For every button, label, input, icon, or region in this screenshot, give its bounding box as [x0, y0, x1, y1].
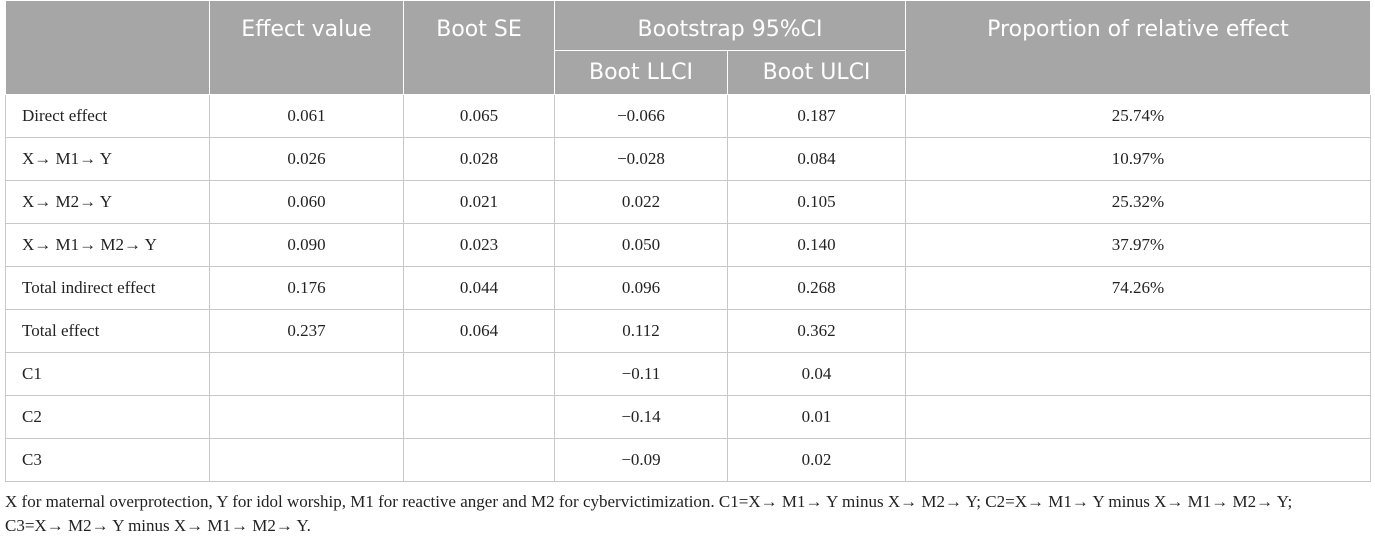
row-label: X→ M1→ M2→ Y: [5, 223, 210, 267]
effect-value-cell: 0.176: [209, 266, 404, 310]
row-label: C2: [5, 395, 210, 439]
header-proportion: Proportion of relative effect: [905, 0, 1371, 95]
row-label: C1: [5, 352, 210, 396]
proportion-cell: 25.32%: [905, 180, 1371, 224]
boot-ulci-cell: 0.187: [727, 94, 906, 138]
header-bootstrap-ci: Bootstrap 95%CI: [554, 0, 906, 51]
table-body: Direct effect 0.061 0.065 −0.066 0.187 2…: [5, 94, 1371, 482]
boot-se-cell: 0.064: [403, 309, 555, 353]
effect-value-cell: 0.090: [209, 223, 404, 267]
table-row: C3 −0.09 0.02: [5, 438, 1371, 482]
row-label: Direct effect: [5, 94, 210, 138]
boot-se-cell: 0.065: [403, 94, 555, 138]
table-row: X→ M1→ Y 0.026 0.028 −0.028 0.084 10.97%: [5, 137, 1371, 181]
row-label: X→ M2→ Y: [5, 180, 210, 224]
boot-llci-cell: −0.066: [554, 94, 728, 138]
boot-ulci-cell: 0.04: [727, 352, 906, 396]
row-label: Total indirect effect: [5, 266, 210, 310]
table-footnote: X for maternal overprotection, Y for ido…: [5, 490, 1370, 538]
boot-llci-cell: −0.14: [554, 395, 728, 439]
effect-value-cell: 0.061: [209, 94, 404, 138]
table-row: X→ M1→ M2→ Y 0.090 0.023 0.050 0.140 37.…: [5, 223, 1371, 267]
effect-value-cell: 0.237: [209, 309, 404, 353]
boot-llci-cell: −0.028: [554, 137, 728, 181]
effect-value-cell: [209, 438, 404, 482]
boot-se-cell: 0.023: [403, 223, 555, 267]
proportion-cell: [905, 438, 1371, 482]
boot-se-cell: 0.044: [403, 266, 555, 310]
boot-se-cell: [403, 395, 555, 439]
boot-llci-cell: 0.096: [554, 266, 728, 310]
boot-ulci-cell: 0.362: [727, 309, 906, 353]
table-row: Total effect 0.237 0.064 0.112 0.362: [5, 309, 1371, 353]
table-row: Total indirect effect 0.176 0.044 0.096 …: [5, 266, 1371, 310]
mediation-effects-table: Effect value Boot SE Bootstrap 95%CI Pro…: [5, 0, 1371, 482]
table-row: C1 −0.11 0.04: [5, 352, 1371, 396]
proportion-cell: 74.26%: [905, 266, 1371, 310]
boot-se-cell: 0.021: [403, 180, 555, 224]
boot-se-cell: [403, 438, 555, 482]
table-row: X→ M2→ Y 0.060 0.021 0.022 0.105 25.32%: [5, 180, 1371, 224]
proportion-cell: [905, 309, 1371, 353]
boot-ulci-cell: 0.02: [727, 438, 906, 482]
boot-llci-cell: −0.11: [554, 352, 728, 396]
boot-llci-cell: 0.112: [554, 309, 728, 353]
boot-ulci-cell: 0.268: [727, 266, 906, 310]
effect-value-cell: 0.060: [209, 180, 404, 224]
boot-llci-cell: 0.022: [554, 180, 728, 224]
header-boot-llci: Boot LLCI: [554, 50, 728, 95]
header-row-label: [5, 0, 210, 95]
boot-ulci-cell: 0.084: [727, 137, 906, 181]
boot-se-cell: 0.028: [403, 137, 555, 181]
header-boot-ulci: Boot ULCI: [727, 50, 906, 95]
proportion-cell: 37.97%: [905, 223, 1371, 267]
results-table-container: Effect value Boot SE Bootstrap 95%CI Pro…: [5, 0, 1371, 538]
header-boot-se: Boot SE: [403, 0, 555, 95]
proportion-cell: [905, 395, 1371, 439]
footnote-line-1: X for maternal overprotection, Y for ido…: [5, 492, 1293, 511]
boot-ulci-cell: 0.105: [727, 180, 906, 224]
row-label: C3: [5, 438, 210, 482]
effect-value-cell: [209, 352, 404, 396]
boot-ulci-cell: 0.01: [727, 395, 906, 439]
table-row: Direct effect 0.061 0.065 −0.066 0.187 2…: [5, 94, 1371, 138]
boot-ulci-cell: 0.140: [727, 223, 906, 267]
effect-value-cell: 0.026: [209, 137, 404, 181]
row-label: Total effect: [5, 309, 210, 353]
table-row: C2 −0.14 0.01: [5, 395, 1371, 439]
effect-value-cell: [209, 395, 404, 439]
proportion-cell: 25.74%: [905, 94, 1371, 138]
footnote-line-2: C3=X→ M2→ Y minus X→ M1→ M2→ Y.: [5, 516, 311, 535]
boot-se-cell: [403, 352, 555, 396]
proportion-cell: [905, 352, 1371, 396]
row-label: X→ M1→ Y: [5, 137, 210, 181]
proportion-cell: 10.97%: [905, 137, 1371, 181]
header-effect-value: Effect value: [209, 0, 404, 95]
boot-llci-cell: 0.050: [554, 223, 728, 267]
table-header: Effect value Boot SE Bootstrap 95%CI Pro…: [5, 0, 1371, 95]
boot-llci-cell: −0.09: [554, 438, 728, 482]
